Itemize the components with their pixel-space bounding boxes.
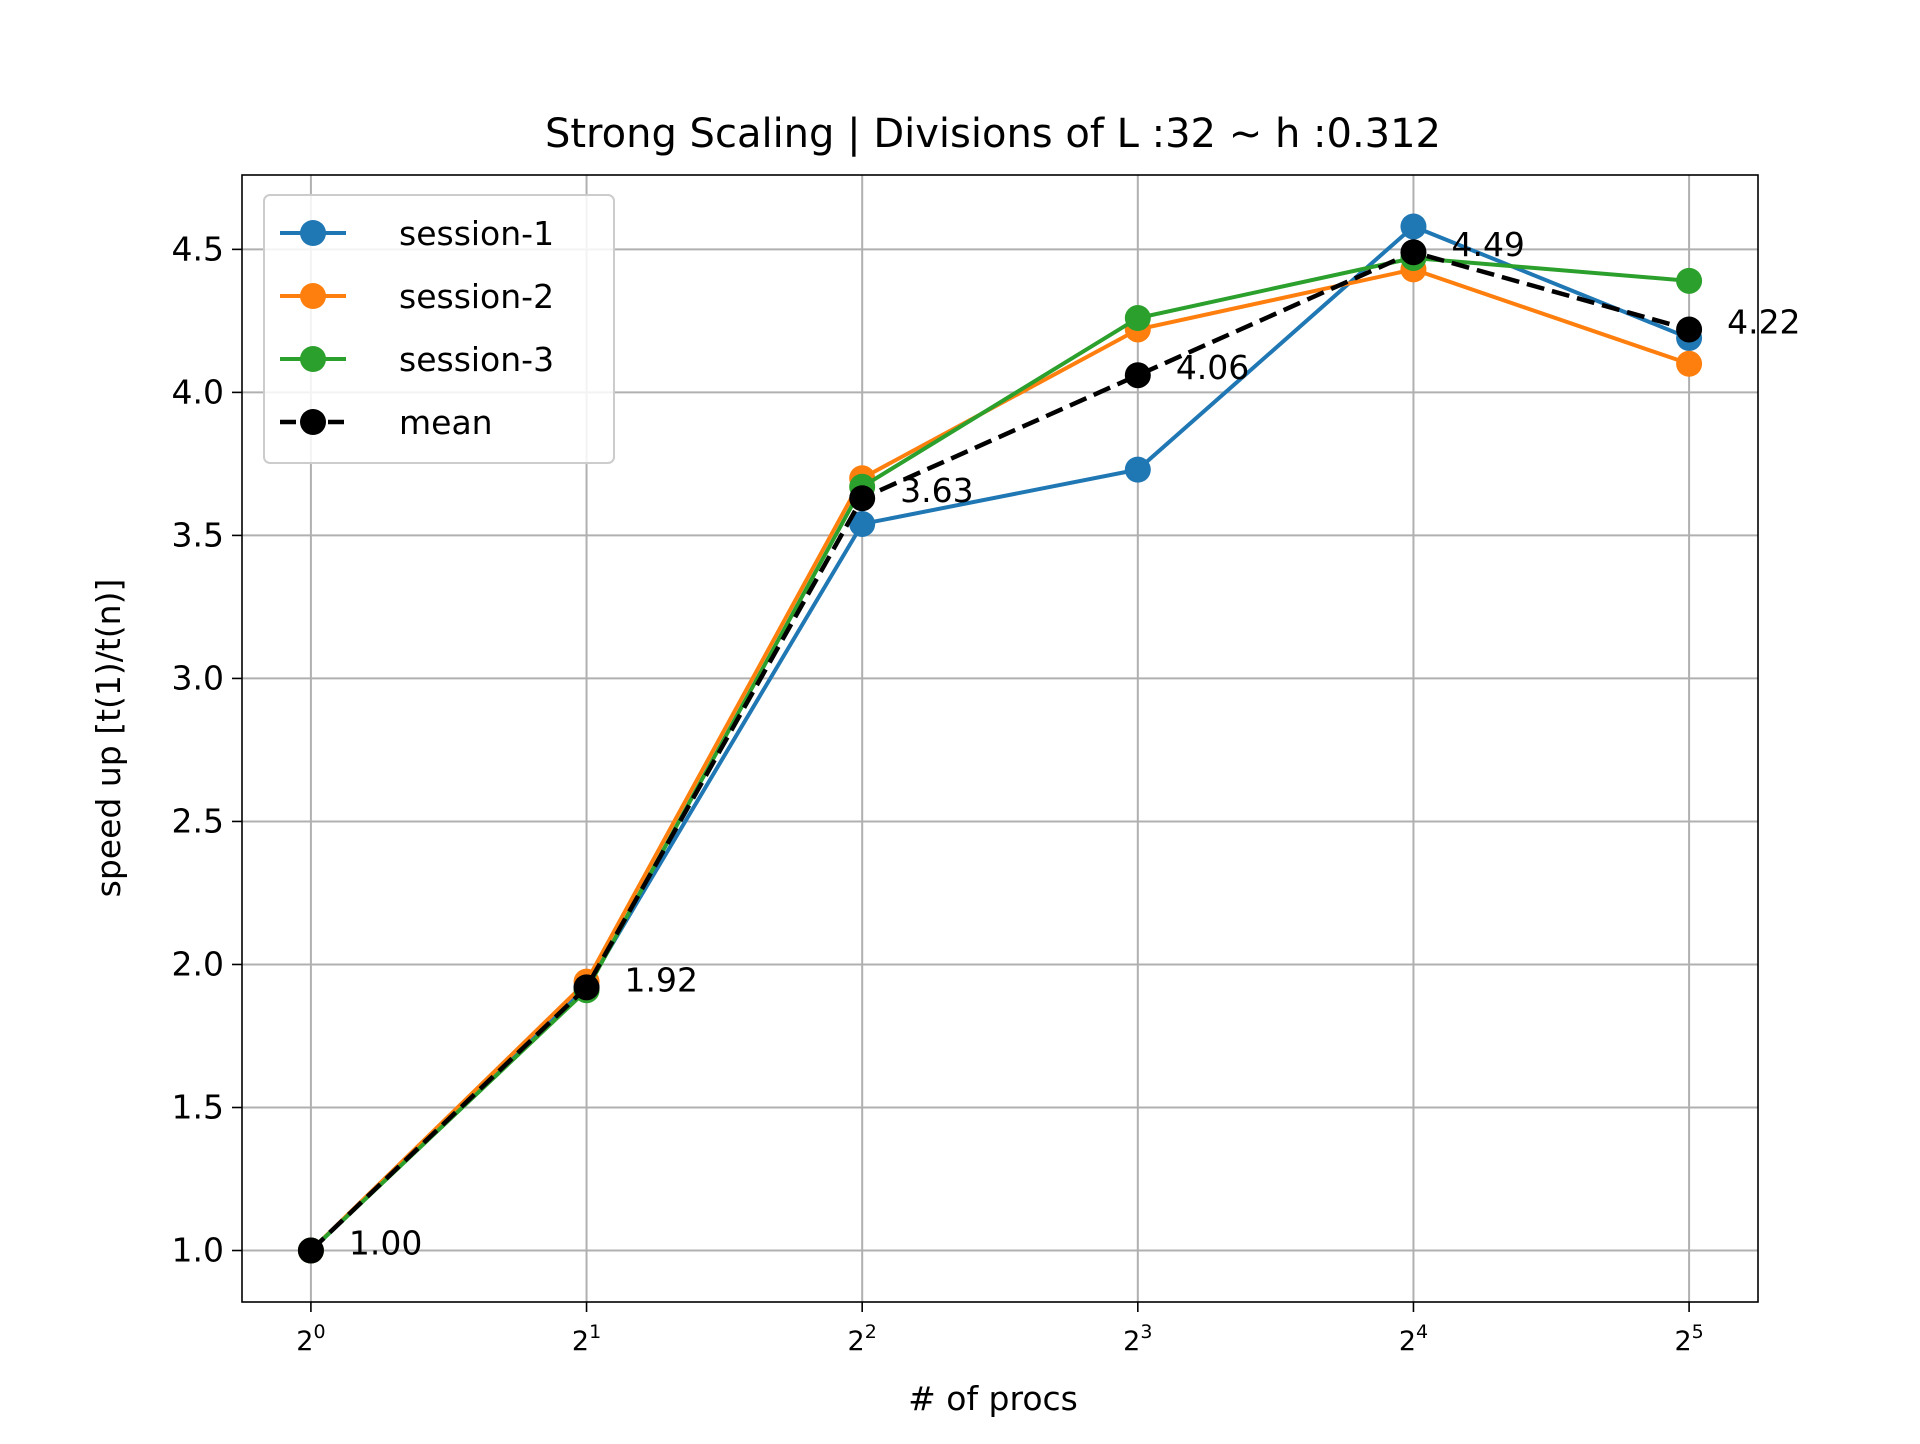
data-label: 1.92 bbox=[625, 960, 698, 999]
x-tick-label: 21 bbox=[572, 1321, 601, 1357]
data-point-mean bbox=[1676, 316, 1703, 343]
legend-label: mean bbox=[399, 403, 493, 442]
x-tick-label: 23 bbox=[1123, 1321, 1152, 1357]
y-tick-label: 3.0 bbox=[172, 658, 224, 697]
y-tick-label: 1.0 bbox=[172, 1231, 224, 1270]
x-tick-label: 25 bbox=[1674, 1321, 1703, 1357]
legend-label: session-1 bbox=[399, 214, 554, 253]
data-point-session-1 bbox=[1400, 213, 1427, 240]
data-point-session-2 bbox=[1676, 350, 1703, 377]
legend-label: session-3 bbox=[399, 340, 554, 379]
x-tick-label: 20 bbox=[296, 1321, 325, 1357]
data-point-session-3 bbox=[1124, 305, 1151, 332]
legend-swatch-marker bbox=[300, 409, 326, 435]
y-tick-label: 3.5 bbox=[172, 515, 224, 554]
y-tick-label: 2.5 bbox=[172, 801, 224, 840]
legend-box bbox=[263, 194, 615, 464]
x-axis-label: # of procs bbox=[908, 1379, 1078, 1418]
legend-swatch-marker bbox=[300, 220, 326, 246]
legend-swatch-marker bbox=[300, 283, 326, 309]
data-point-session-1 bbox=[849, 510, 876, 537]
axes: 20 21 22 23 24 25 1.0 1.5 2.0 2.5 3.0 3.5 4.0 4.5 bbox=[172, 229, 1704, 1357]
legend-label: session-2 bbox=[399, 277, 554, 316]
y-tick-label: 2.0 bbox=[172, 944, 224, 983]
x-tick-label: 22 bbox=[848, 1321, 877, 1357]
plot-frame bbox=[241, 174, 1759, 1303]
y-tick-label: 4.5 bbox=[172, 229, 224, 268]
y-axis-label: speed up [t(1)/t(n)] bbox=[89, 579, 128, 898]
y-tick-label: 4.0 bbox=[172, 372, 224, 411]
data-label: 4.49 bbox=[1451, 225, 1524, 264]
data-label: 3.63 bbox=[900, 471, 973, 510]
data-point-mean bbox=[849, 485, 876, 512]
data-label: 4.06 bbox=[1176, 348, 1249, 387]
series-lines bbox=[297, 213, 1703, 1264]
chart-title: Strong Scaling | Divisions of L :32 ~ h … bbox=[545, 111, 1441, 157]
data-point-mean bbox=[297, 1237, 324, 1264]
series-line-mean bbox=[309, 249, 1690, 1253]
y-tick-label: 1.5 bbox=[172, 1087, 224, 1126]
data-point-mean bbox=[573, 974, 600, 1001]
grid bbox=[242, 175, 1758, 1302]
legend-swatch-marker bbox=[300, 346, 326, 372]
data-point-session-1 bbox=[1124, 456, 1151, 483]
legend: session-1 session-2 session-3 mean bbox=[263, 194, 615, 464]
data-label: 1.00 bbox=[349, 1224, 422, 1263]
x-tick-label: 24 bbox=[1399, 1321, 1428, 1357]
data-point-session-3 bbox=[1676, 267, 1703, 294]
data-label: 4.22 bbox=[1727, 302, 1800, 341]
data-point-mean bbox=[1124, 362, 1151, 389]
data-point-mean bbox=[1400, 239, 1427, 266]
annotations: 1.00 1.92 3.63 4.06 4.49 4.22 bbox=[349, 225, 1801, 1262]
